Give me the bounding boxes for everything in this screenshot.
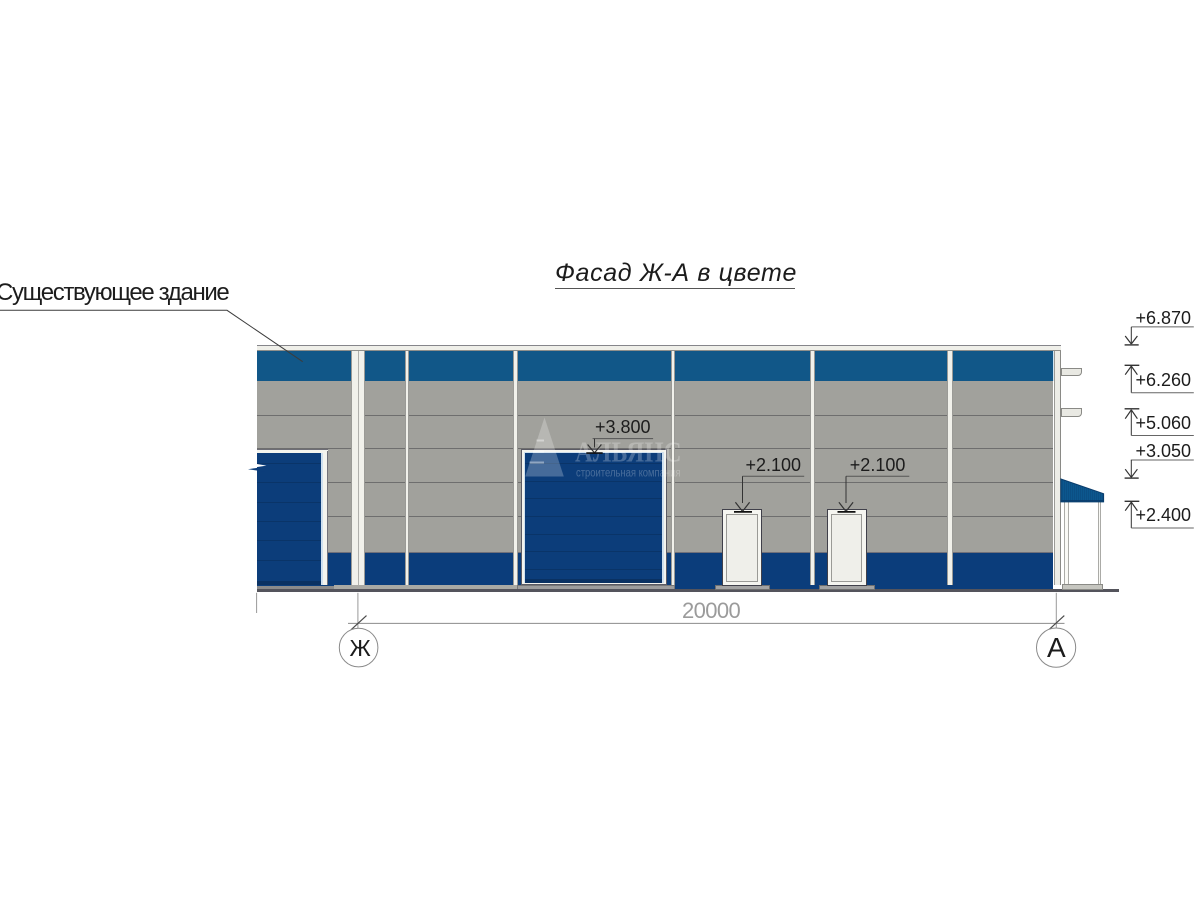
svg-text:строительная компания: строительная компания <box>576 467 681 479</box>
